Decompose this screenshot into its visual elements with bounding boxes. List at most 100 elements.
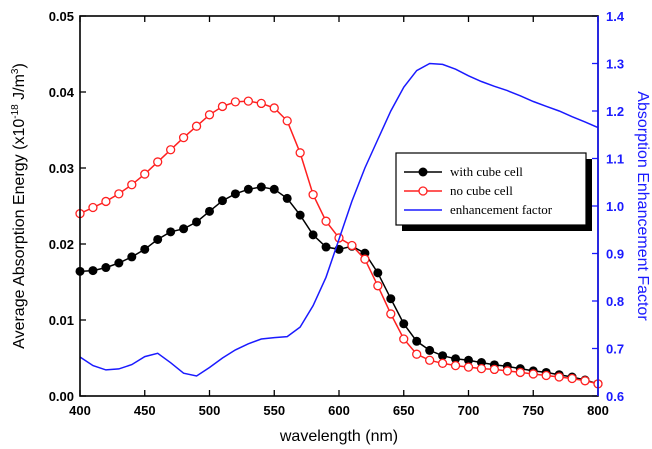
data-point-no-cube bbox=[463, 362, 474, 372]
data-point-no-cube bbox=[424, 355, 435, 365]
data-point-no-cube bbox=[165, 145, 176, 155]
data-point-with-cube bbox=[205, 206, 214, 216]
x-tick-label: 650 bbox=[393, 403, 415, 418]
data-point-no-cube bbox=[450, 360, 461, 371]
data-point-no-cube bbox=[360, 254, 370, 264]
data-point-no-cube bbox=[347, 240, 357, 251]
data-point-no-cube bbox=[114, 189, 124, 199]
data-point-no-cube bbox=[308, 189, 318, 200]
legend-label-with-cube: with cube cell bbox=[450, 164, 523, 179]
y-tick-label: 0.01 bbox=[49, 313, 74, 328]
data-point-with-cube bbox=[425, 345, 435, 355]
data-point-no-cube bbox=[88, 202, 98, 213]
data-point-with-cube bbox=[217, 196, 227, 206]
data-point-with-cube bbox=[308, 230, 318, 240]
data-point-with-cube bbox=[127, 252, 137, 262]
y2-tick-label: 1.2 bbox=[606, 104, 624, 119]
data-point-no-cube bbox=[127, 180, 137, 190]
series-line-2 bbox=[79, 62, 599, 377]
y2-tick-label: 1.1 bbox=[606, 152, 624, 167]
legend-marker-no-cube bbox=[418, 186, 428, 196]
data-point-with-cube bbox=[88, 266, 98, 276]
data-point-with-cube bbox=[282, 193, 292, 203]
x-tick-label: 700 bbox=[458, 403, 480, 418]
data-point-no-cube bbox=[295, 148, 305, 158]
data-point-no-cube bbox=[399, 334, 409, 344]
x-tick-label: 600 bbox=[328, 403, 350, 418]
data-point-with-cube bbox=[295, 210, 305, 220]
data-point-no-cube bbox=[502, 366, 513, 376]
data-point-no-cube bbox=[437, 358, 448, 368]
y2-tick-label: 0.9 bbox=[606, 247, 624, 262]
x-tick-label: 750 bbox=[522, 403, 544, 418]
data-point-no-cube bbox=[204, 110, 215, 120]
data-point-no-cube bbox=[476, 363, 487, 374]
data-point-with-cube bbox=[179, 224, 189, 234]
data-point-with-cube bbox=[373, 268, 383, 278]
data-point-no-cube bbox=[256, 98, 266, 109]
y-tick-label: 0.00 bbox=[49, 389, 74, 404]
data-point-no-cube bbox=[153, 157, 163, 167]
legend-marker-with-cube bbox=[418, 167, 428, 177]
data-point-no-cube bbox=[282, 116, 292, 126]
data-point-no-cube bbox=[217, 101, 228, 112]
series-layer bbox=[75, 62, 603, 389]
data-point-no-cube bbox=[528, 369, 538, 379]
y2-axis-title: Absorption Enhancement Factor bbox=[634, 91, 651, 321]
x-tick-label: 800 bbox=[587, 403, 609, 418]
data-point-no-cube bbox=[243, 96, 254, 106]
y2-tick-label: 1.3 bbox=[606, 57, 624, 72]
data-point-with-cube bbox=[114, 258, 124, 268]
data-point-with-cube bbox=[464, 355, 473, 365]
data-point-no-cube bbox=[230, 97, 241, 107]
y2-tick-label: 0.7 bbox=[606, 342, 624, 357]
data-point-no-cube bbox=[489, 364, 500, 375]
data-point-no-cube bbox=[140, 169, 150, 179]
data-point-with-cube bbox=[412, 336, 422, 346]
data-point-with-cube bbox=[140, 244, 150, 254]
data-point-with-cube bbox=[399, 319, 409, 329]
data-point-no-cube bbox=[178, 132, 189, 143]
data-point-no-cube bbox=[191, 121, 202, 131]
data-point-no-cube bbox=[412, 349, 422, 359]
y-tick-label: 0.05 bbox=[49, 9, 74, 24]
data-point-with-cube bbox=[438, 351, 448, 361]
y2-tick-label: 0.6 bbox=[606, 389, 624, 404]
data-point-no-cube bbox=[541, 370, 551, 381]
data-point-no-cube bbox=[321, 216, 331, 226]
data-point-with-cube bbox=[101, 263, 111, 273]
y2-tick-label: 0.8 bbox=[606, 294, 624, 309]
x-tick-label: 500 bbox=[199, 403, 221, 418]
tick-labels: 400 450 500 550 600 650 700 750 800 0.00 0.01 0.02 0… bbox=[49, 9, 625, 418]
x-axis-title: wavelength (nm) bbox=[279, 428, 398, 445]
x-tick-label: 400 bbox=[69, 403, 91, 418]
data-point-with-cube bbox=[153, 234, 163, 244]
x-tick-label: 550 bbox=[263, 403, 285, 418]
legend-box bbox=[395, 152, 587, 226]
data-point-no-cube bbox=[101, 196, 111, 207]
y2-tick-label: 1.0 bbox=[606, 199, 624, 214]
data-point-no-cube bbox=[269, 103, 279, 113]
legend-label-enhancement: enhancement factor bbox=[450, 202, 553, 217]
data-point-with-cube bbox=[166, 227, 176, 237]
data-point-with-cube bbox=[192, 217, 202, 227]
y-tick-label: 0.02 bbox=[49, 237, 74, 252]
data-point-no-cube bbox=[554, 372, 564, 382]
data-point-no-cube bbox=[580, 376, 590, 386]
data-point-no-cube bbox=[515, 367, 525, 378]
data-point-no-cube bbox=[567, 373, 577, 384]
data-point-with-cube bbox=[230, 189, 240, 199]
data-point-no-cube bbox=[373, 281, 383, 291]
legend: with cube cell no cube cell enhancement … bbox=[395, 152, 592, 231]
data-point-with-cube bbox=[243, 184, 253, 194]
data-point-with-cube bbox=[321, 242, 331, 252]
legend-label-no-cube: no cube cell bbox=[450, 183, 513, 198]
y-axis-title: Average Absorption Energy (x10-18 J/m3) bbox=[10, 63, 28, 349]
data-point-with-cube bbox=[451, 354, 461, 364]
x-tick-label: 450 bbox=[134, 403, 156, 418]
data-point-with-cube bbox=[386, 294, 396, 304]
data-point-with-cube bbox=[256, 182, 266, 192]
y-tick-label: 0.03 bbox=[49, 161, 74, 176]
y-tick-label: 0.04 bbox=[49, 85, 75, 100]
